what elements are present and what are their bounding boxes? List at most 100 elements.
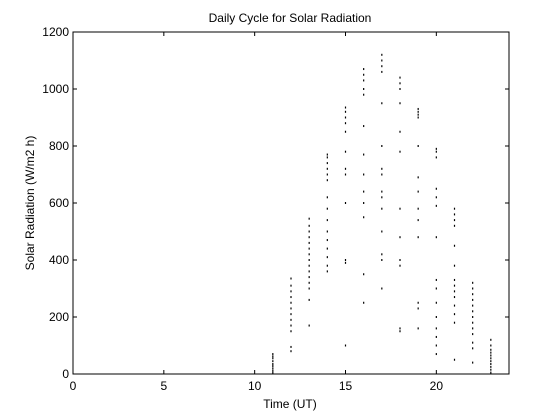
data-point bbox=[363, 68, 365, 71]
y-tick-label: 1000 bbox=[42, 82, 69, 96]
y-tick-label: 600 bbox=[49, 196, 69, 210]
data-point bbox=[308, 241, 310, 244]
data-point bbox=[381, 287, 383, 290]
data-point bbox=[344, 259, 347, 261]
data-point bbox=[326, 153, 328, 156]
data-point bbox=[435, 196, 437, 199]
y-tick-label: 0 bbox=[62, 367, 69, 381]
y-axis-ticks: 0 200 400 600 800 1000 1200 bbox=[42, 25, 509, 381]
data-point bbox=[290, 345, 292, 348]
data-point bbox=[381, 259, 383, 261]
data-point bbox=[308, 281, 310, 284]
data-point bbox=[381, 70, 383, 73]
data-point bbox=[326, 173, 328, 176]
axes-box bbox=[72, 31, 510, 375]
data-point bbox=[272, 360, 274, 363]
x-axis-ticks: 0 5 10 15 20 bbox=[70, 32, 443, 393]
y-tick-label: 200 bbox=[49, 310, 69, 324]
data-point bbox=[381, 230, 383, 233]
data-point bbox=[363, 273, 365, 276]
data-point bbox=[490, 357, 492, 360]
x-tick-label: 10 bbox=[248, 379, 262, 393]
data-point bbox=[453, 264, 456, 267]
data-point bbox=[453, 296, 456, 299]
data-point bbox=[363, 79, 365, 82]
data-point bbox=[308, 236, 310, 239]
data-point bbox=[272, 367, 274, 370]
data-point bbox=[326, 219, 328, 222]
data-point bbox=[417, 107, 419, 110]
data-point bbox=[417, 116, 419, 119]
data-point bbox=[490, 363, 492, 366]
data-point bbox=[290, 318, 292, 321]
data-point bbox=[290, 290, 292, 293]
plot-area: 0 5 10 15 20 0 200 400 600 800 1000 1200 bbox=[42, 25, 510, 393]
data-point bbox=[326, 162, 328, 165]
data-point bbox=[453, 213, 456, 216]
data-point bbox=[399, 150, 401, 153]
data-point bbox=[272, 353, 274, 356]
data-point bbox=[417, 327, 419, 330]
data-point bbox=[290, 350, 292, 353]
data-point bbox=[417, 176, 419, 179]
data-point bbox=[326, 196, 328, 199]
x-tick-label: 15 bbox=[339, 379, 353, 393]
data-point bbox=[363, 93, 365, 96]
data-point bbox=[381, 145, 383, 147]
data-point bbox=[381, 53, 383, 56]
data-point bbox=[363, 190, 365, 193]
data-point bbox=[472, 321, 474, 324]
data-point bbox=[417, 301, 419, 304]
data-point bbox=[399, 327, 401, 330]
data-point bbox=[344, 110, 347, 113]
data-point bbox=[490, 351, 492, 354]
data-point bbox=[399, 207, 401, 210]
data-point bbox=[308, 224, 310, 227]
data-point bbox=[308, 247, 310, 250]
data-point bbox=[435, 335, 437, 338]
x-tick-label: 5 bbox=[160, 379, 167, 393]
data-point bbox=[363, 216, 365, 219]
data-point bbox=[490, 371, 492, 374]
data-point bbox=[272, 369, 274, 372]
data-point bbox=[453, 290, 456, 293]
data-point bbox=[344, 130, 347, 133]
data-point bbox=[472, 333, 474, 336]
data-point bbox=[472, 281, 474, 284]
data-point bbox=[290, 284, 292, 287]
data-point bbox=[399, 102, 401, 105]
data-point bbox=[290, 307, 292, 310]
data-point bbox=[453, 313, 456, 316]
data-point bbox=[399, 82, 401, 85]
data-point bbox=[363, 202, 365, 204]
data-point bbox=[381, 173, 383, 176]
data-point bbox=[290, 277, 292, 280]
data-point bbox=[490, 344, 492, 347]
data-point bbox=[453, 219, 456, 222]
data-point bbox=[290, 301, 292, 304]
data-point bbox=[472, 293, 474, 296]
y-tick-label: 800 bbox=[49, 139, 69, 153]
data-point bbox=[381, 190, 383, 193]
data-point bbox=[272, 365, 274, 368]
data-point bbox=[344, 116, 347, 119]
y-tick-label: 400 bbox=[49, 253, 69, 267]
data-point bbox=[490, 348, 492, 351]
data-point bbox=[399, 264, 401, 267]
data-point bbox=[472, 287, 474, 290]
data-point bbox=[490, 338, 492, 341]
data-point bbox=[435, 156, 437, 159]
data-point bbox=[472, 327, 474, 330]
data-point bbox=[326, 264, 328, 267]
data-point bbox=[308, 324, 310, 327]
data-point bbox=[472, 298, 474, 301]
data-point bbox=[417, 190, 419, 193]
data-point bbox=[326, 256, 328, 259]
data-point bbox=[326, 230, 328, 233]
data-point bbox=[435, 316, 437, 318]
data-point bbox=[290, 296, 292, 299]
data-point bbox=[417, 207, 419, 210]
data-point bbox=[363, 173, 365, 176]
data-point bbox=[381, 102, 383, 105]
data-point bbox=[435, 344, 437, 347]
